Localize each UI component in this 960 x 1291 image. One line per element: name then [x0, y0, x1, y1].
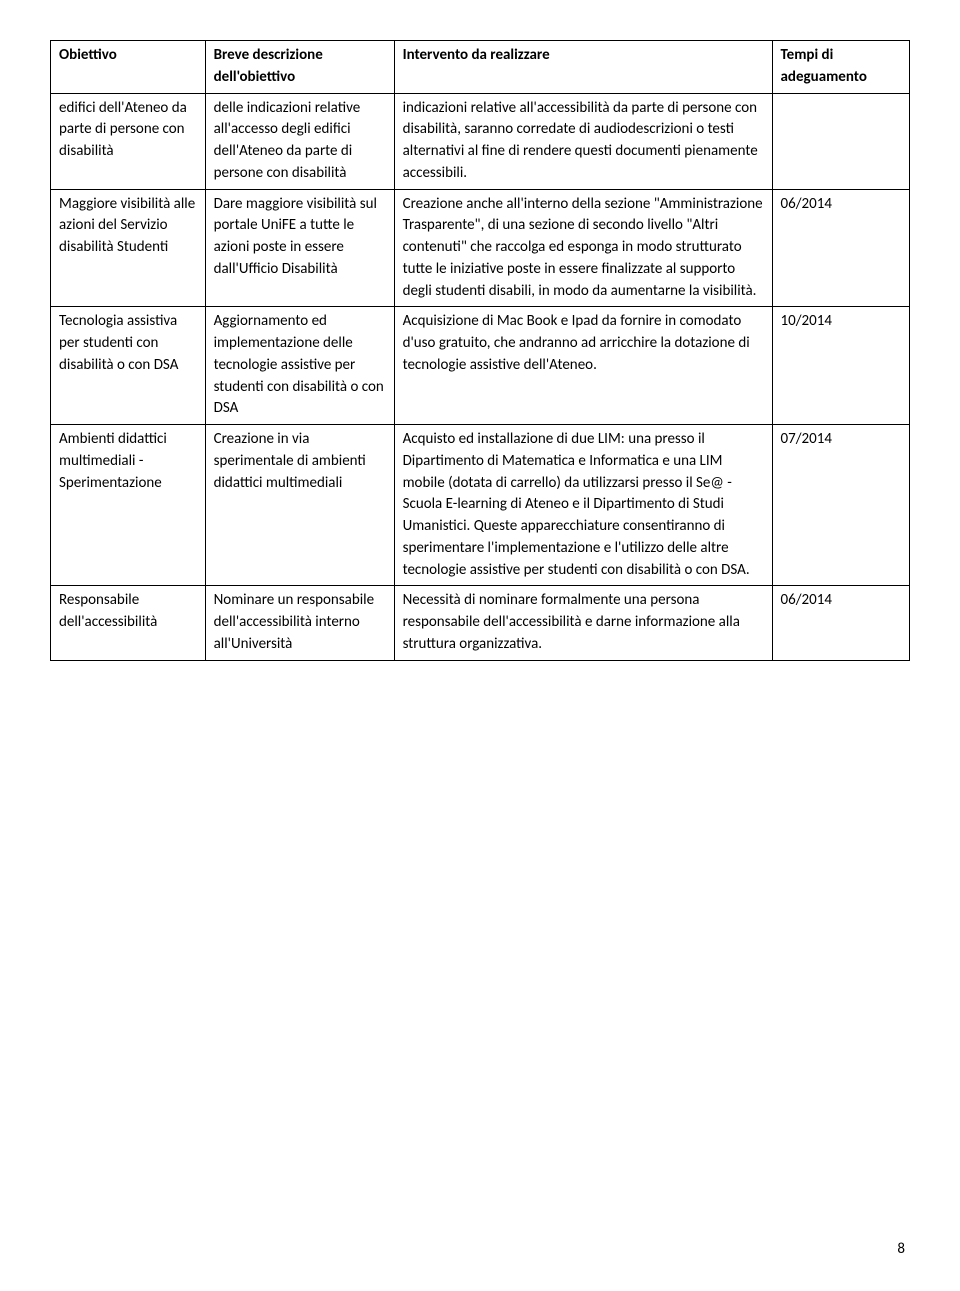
table-row: edifici dell'Ateneo da parte di persone … [51, 93, 910, 189]
table-row: Maggiore visibilità alle azioni del Serv… [51, 189, 910, 307]
cell-descrizione: delle indicazioni relative all'accesso d… [205, 93, 394, 189]
cell-descrizione: Creazione in via sperimentale di ambient… [205, 425, 394, 586]
cell-descrizione: Aggiornamento ed implementazione delle t… [205, 307, 394, 425]
cell-obiettivo: Maggiore visibilità alle azioni del Serv… [51, 189, 206, 307]
table-row: Ambienti didattici multimediali - Sperim… [51, 425, 910, 586]
cell-intervento: Acquisizione di Mac Book e Ipad da forni… [394, 307, 772, 425]
cell-intervento: Necessità di nominare formalmente una pe… [394, 586, 772, 660]
header-intervento: Intervento da realizzare [394, 41, 772, 94]
cell-obiettivo: Tecnologia assistiva per studenti con di… [51, 307, 206, 425]
header-obiettivo: Obiettivo [51, 41, 206, 94]
cell-tempi [772, 93, 909, 189]
table-header-row: Obiettivo Breve descrizione dell'obietti… [51, 41, 910, 94]
cell-tempi: 07/2014 [772, 425, 909, 586]
cell-intervento: indicazioni relative all'accessibilità d… [394, 93, 772, 189]
cell-tempi: 06/2014 [772, 189, 909, 307]
cell-obiettivo: Responsabile dell'accessibilità [51, 586, 206, 660]
cell-obiettivo: edifici dell'Ateneo da parte di persone … [51, 93, 206, 189]
table-row: Responsabile dell'accessibilità Nominare… [51, 586, 910, 660]
page-number: 8 [897, 1239, 905, 1261]
cell-intervento: Acquisto ed installazione di due LIM: un… [394, 425, 772, 586]
header-descrizione: Breve descrizione dell'obiettivo [205, 41, 394, 94]
cell-tempi: 06/2014 [772, 586, 909, 660]
cell-descrizione: Nominare un responsabile dell'accessibil… [205, 586, 394, 660]
objectives-table: Obiettivo Breve descrizione dell'obietti… [50, 40, 910, 661]
cell-intervento: Creazione anche all'interno della sezion… [394, 189, 772, 307]
cell-tempi: 10/2014 [772, 307, 909, 425]
cell-descrizione: Dare maggiore visibilità sul portale Uni… [205, 189, 394, 307]
header-tempi: Tempi di adeguamento [772, 41, 909, 94]
cell-obiettivo: Ambienti didattici multimediali - Sperim… [51, 425, 206, 586]
table-row: Tecnologia assistiva per studenti con di… [51, 307, 910, 425]
